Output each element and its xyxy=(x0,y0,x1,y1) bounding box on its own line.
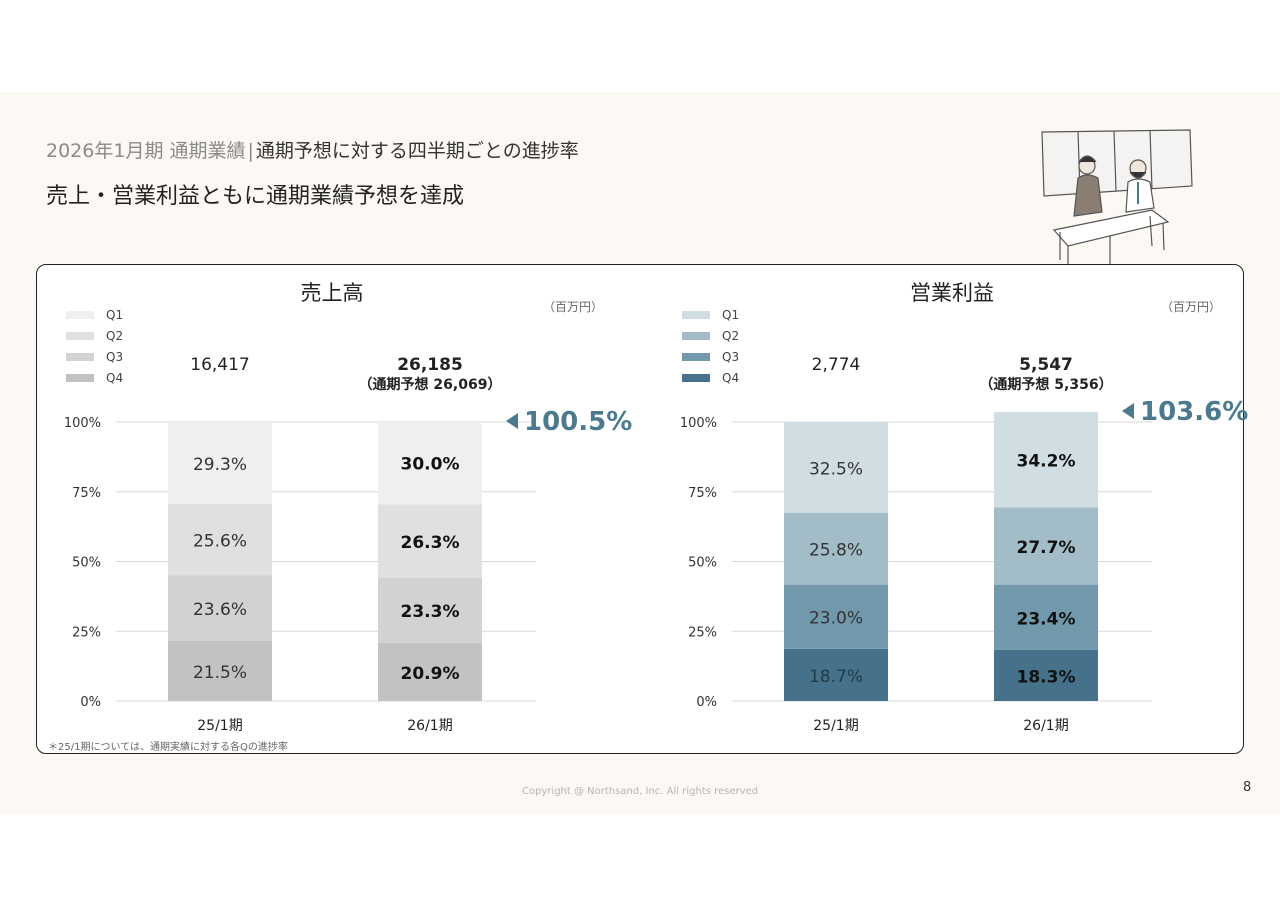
page-subtitle: 売上・営業利益ともに通期業績予想を達成 xyxy=(46,184,465,209)
chart1-forecast-note: （通期予想 26,069） xyxy=(359,376,502,393)
chart2-legend-swatch-q3 xyxy=(682,353,710,361)
chart2-progress-arrow-icon xyxy=(1122,403,1134,419)
chart1-data-label: 21.5% xyxy=(193,663,247,683)
chart1-data-label: 25.6% xyxy=(193,531,247,551)
chart2-bar-segment-q3 xyxy=(784,584,888,649)
chart1-bar-segment-q4 xyxy=(378,642,482,701)
chart2-ytick-label: 0% xyxy=(696,695,717,710)
chart2-bar-segment-q2 xyxy=(994,507,1098,585)
chart1-legend-label-q2: Q2 xyxy=(106,329,123,343)
chart1-total-value: 26,185 xyxy=(397,355,463,375)
chart1-total-value: 16,417 xyxy=(190,355,249,375)
chart1-progress-label: 100.5% xyxy=(524,407,632,437)
chart2-bar-segment-q4 xyxy=(784,648,888,701)
chart2-xtick-label: 25/1期 xyxy=(813,718,858,734)
chart1-bar-segment-q1 xyxy=(168,422,272,504)
chart1-ytick-label: 75% xyxy=(72,486,101,501)
chart2-forecast-note: （通期予想 5,356） xyxy=(979,376,1112,393)
chart2-data-label: 34.2% xyxy=(1017,452,1076,472)
chart2-legend-label-q3: Q3 xyxy=(722,350,739,364)
chart1-bar-segment-q3 xyxy=(378,577,482,643)
chart1-unit-label: （百万円） xyxy=(543,300,603,314)
chart2-data-label: 23.4% xyxy=(1017,609,1076,629)
chart2-ytick-label: 25% xyxy=(688,625,717,640)
chart1-data-label: 23.3% xyxy=(401,602,460,622)
chart2-legend-label-q1: Q1 xyxy=(722,308,739,322)
chart1-ytick-label: 50% xyxy=(72,556,101,571)
chart1-legend-label-q3: Q3 xyxy=(106,350,123,364)
chart2-data-label: 18.7% xyxy=(809,667,863,687)
chart2-bar-segment-q4 xyxy=(994,649,1098,701)
footnote: ＊25/1期については、通期実績に対する各Qの進捗率 xyxy=(48,742,288,753)
chart2-bar-segment-q3 xyxy=(994,584,1098,650)
header-prefix: 2026年1月期 通期業績 xyxy=(46,140,246,162)
chart1-title: 売上高 xyxy=(301,281,364,305)
chart1-data-label: 20.9% xyxy=(401,664,460,684)
chart2-total-value: 2,774 xyxy=(812,355,861,375)
chart1-bar-segment-q2 xyxy=(168,503,272,576)
chart2-data-label: 23.0% xyxy=(809,609,863,629)
chart1-bar-segment-q2 xyxy=(378,504,482,578)
chart1-data-label: 26.3% xyxy=(401,533,460,553)
meeting-illustration xyxy=(1041,129,1193,284)
chart2-total-value: 5,547 xyxy=(1019,355,1073,375)
chart2-data-label: 25.8% xyxy=(809,541,863,561)
chart2-unit-label: （百万円） xyxy=(1161,300,1221,314)
chart2-bar-segment-q1 xyxy=(994,411,1098,508)
page-header: 2026年1月期 通期業績 | 通期予想に対する四半期ごとの進捗率 xyxy=(46,136,579,163)
chart2-legend-swatch-q2 xyxy=(682,332,710,340)
chart1-ytick-label: 25% xyxy=(72,625,101,640)
copyright: Copyright @ Northsand, Inc. All rights r… xyxy=(521,786,759,797)
chart1-xtick-label: 25/1期 xyxy=(197,718,242,734)
chart2-ytick-label: 50% xyxy=(688,556,717,571)
chart2-data-label: 18.3% xyxy=(1017,667,1076,687)
chart1-bar-segment-q1 xyxy=(378,420,482,505)
chart1-legend-swatch-q1 xyxy=(66,311,94,319)
chart2-data-label: 32.5% xyxy=(809,459,863,479)
chart2-bar-segment-q1 xyxy=(784,422,888,513)
chart1-data-label: 30.0% xyxy=(401,454,460,474)
chart1-legend-swatch-q4 xyxy=(66,374,94,382)
chart2-title: 営業利益 xyxy=(910,281,994,305)
header-separator: | xyxy=(247,140,254,162)
header-title: 通期予想に対する四半期ごとの進捗率 xyxy=(255,140,579,162)
chart2-ytick-label: 75% xyxy=(688,486,717,501)
chart2-progress-label: 103.6% xyxy=(1140,397,1248,427)
chart1-data-label: 23.6% xyxy=(193,600,247,620)
chart2-legend-swatch-q1 xyxy=(682,311,710,319)
chart1-legend-swatch-q3 xyxy=(66,353,94,361)
chart1-ytick-label: 100% xyxy=(64,416,101,431)
chart1-legend-label-q4: Q4 xyxy=(106,371,123,385)
chart1-progress-arrow-icon xyxy=(506,413,518,429)
chart2-legend-label-q4: Q4 xyxy=(722,371,739,385)
chart1-xtick-label: 26/1期 xyxy=(407,718,452,734)
chart2-legend-swatch-q4 xyxy=(682,374,710,382)
chart1-legend-label-q1: Q1 xyxy=(106,308,123,322)
chart1-bar-segment-q3 xyxy=(168,575,272,642)
chart2-xtick-label: 26/1期 xyxy=(1023,718,1068,734)
chart2-legend-label-q2: Q2 xyxy=(722,329,739,343)
chart1-ytick-label: 0% xyxy=(80,695,101,710)
page-number: 8 xyxy=(1243,780,1252,795)
chart2-ytick-label: 100% xyxy=(680,416,717,431)
chart2-data-label: 27.7% xyxy=(1017,538,1076,558)
chart1-legend-swatch-q2 xyxy=(66,332,94,340)
chart2-bar-segment-q2 xyxy=(784,512,888,585)
chart1-data-label: 29.3% xyxy=(193,455,247,475)
chart1-bar-segment-q4 xyxy=(168,641,272,701)
